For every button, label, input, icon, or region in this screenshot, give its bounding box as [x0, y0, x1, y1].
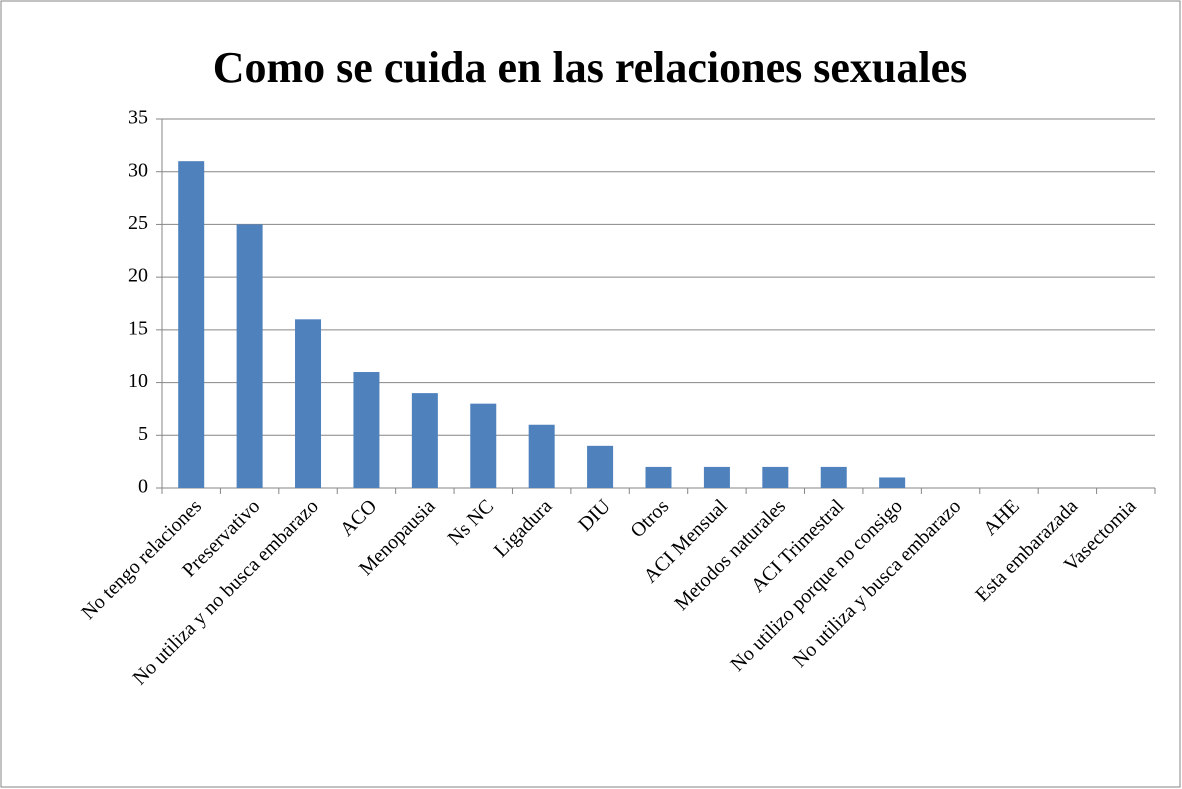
bar: [528, 424, 555, 488]
bar: [820, 466, 847, 488]
bar: [762, 466, 789, 488]
y-tick-label: 25: [128, 212, 148, 234]
y-tick-label: 15: [128, 317, 148, 339]
bar: [879, 477, 906, 488]
bar: [587, 445, 614, 488]
bar: [645, 466, 672, 488]
bar: [236, 224, 263, 488]
bar: [295, 319, 322, 488]
y-tick-label: 35: [128, 107, 148, 129]
bar: [470, 403, 497, 488]
y-tick-label: 20: [128, 265, 148, 287]
y-tick-label: 5: [138, 423, 148, 445]
y-tick-label: 0: [138, 476, 148, 498]
bar: [411, 393, 438, 488]
y-tick-label: 10: [128, 370, 148, 392]
chart-title: Como se cuida en las relaciones sexuales: [213, 43, 968, 92]
bar: [703, 466, 730, 488]
y-tick-label: 30: [128, 159, 148, 181]
bar: [353, 372, 380, 488]
bar: [178, 161, 205, 488]
